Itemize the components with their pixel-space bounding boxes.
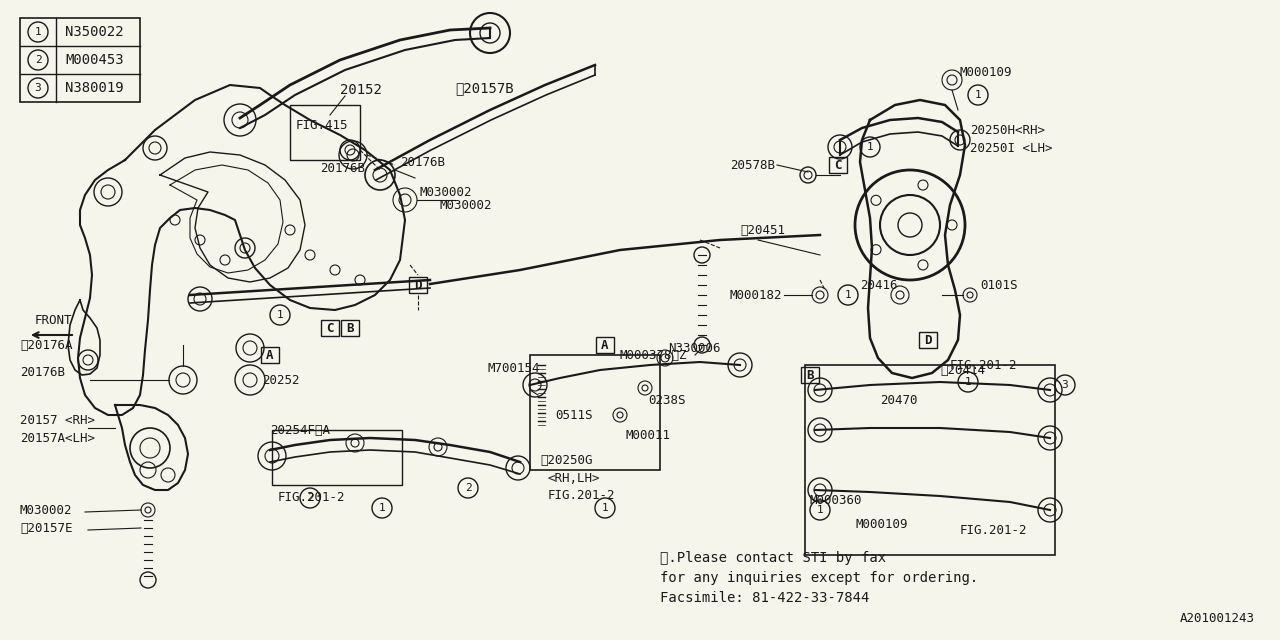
Text: 20252: 20252 xyxy=(262,374,300,387)
Text: 1: 1 xyxy=(965,377,972,387)
Text: 20152: 20152 xyxy=(340,83,381,97)
Text: ※.Please contact STI by fax: ※.Please contact STI by fax xyxy=(660,551,886,565)
Text: FIG.415: FIG.415 xyxy=(296,118,348,131)
Bar xyxy=(801,367,819,383)
Text: 3: 3 xyxy=(1061,380,1069,390)
Bar xyxy=(273,430,402,485)
Bar xyxy=(291,105,360,160)
Text: A: A xyxy=(602,339,609,351)
Text: FIG.201-2: FIG.201-2 xyxy=(960,524,1028,536)
Bar xyxy=(829,157,847,173)
Bar xyxy=(340,320,358,336)
Text: 0101S: 0101S xyxy=(980,278,1018,291)
Text: 20578B: 20578B xyxy=(730,159,774,172)
Text: A201001243: A201001243 xyxy=(1180,611,1254,625)
Text: for any inquiries except for ordering.: for any inquiries except for ordering. xyxy=(660,571,978,585)
Text: 1: 1 xyxy=(974,90,982,100)
Text: M00011: M00011 xyxy=(625,429,669,442)
Text: 20176B: 20176B xyxy=(399,156,445,168)
Text: 20157A<LH>: 20157A<LH> xyxy=(20,431,95,445)
Text: C: C xyxy=(835,159,842,172)
Bar xyxy=(20,18,140,102)
Text: B: B xyxy=(347,321,353,335)
Text: M000453: M000453 xyxy=(65,53,124,67)
Text: N350022: N350022 xyxy=(65,25,124,39)
Text: FIG.201-2: FIG.201-2 xyxy=(278,490,346,504)
Text: 20157 <RH>: 20157 <RH> xyxy=(20,413,95,426)
Text: 20250I <LH>: 20250I <LH> xyxy=(970,141,1052,154)
Text: 20176B: 20176B xyxy=(20,365,65,378)
Text: M030002: M030002 xyxy=(420,186,472,198)
Text: C: C xyxy=(326,321,334,335)
Text: ※20157B: ※20157B xyxy=(454,81,513,95)
Text: ※20414: ※20414 xyxy=(940,364,986,376)
Text: FIG.201-2: FIG.201-2 xyxy=(950,358,1018,371)
Text: ※20250G: ※20250G xyxy=(540,454,593,467)
Text: ※20451: ※20451 xyxy=(740,223,785,237)
Text: M000182: M000182 xyxy=(730,289,782,301)
Text: D: D xyxy=(924,333,932,346)
Text: 1: 1 xyxy=(379,503,385,513)
Text: M030002: M030002 xyxy=(440,198,493,211)
Text: 1: 1 xyxy=(867,142,873,152)
Text: 20250H<RH>: 20250H<RH> xyxy=(970,124,1044,136)
Text: 0238S: 0238S xyxy=(648,394,686,406)
Text: 3: 3 xyxy=(35,83,41,93)
Text: M000109: M000109 xyxy=(960,65,1012,79)
Bar xyxy=(261,347,279,363)
Text: 1: 1 xyxy=(845,290,851,300)
Text: 20470: 20470 xyxy=(881,394,918,406)
Bar xyxy=(596,337,614,353)
Text: M000378※Z: M000378※Z xyxy=(620,349,687,362)
Text: ※20176A: ※20176A xyxy=(20,339,73,351)
Text: B: B xyxy=(806,369,814,381)
Text: FIG.201-2: FIG.201-2 xyxy=(548,488,616,502)
Bar xyxy=(530,355,660,470)
Text: 20176B: 20176B xyxy=(320,161,365,175)
Text: N330006: N330006 xyxy=(668,342,721,355)
Text: 2: 2 xyxy=(307,493,314,503)
Text: 1: 1 xyxy=(602,503,608,513)
Text: D: D xyxy=(415,278,421,291)
Text: A: A xyxy=(266,349,274,362)
Text: Facsimile: 81-422-33-7844: Facsimile: 81-422-33-7844 xyxy=(660,591,869,605)
Text: 0511S: 0511S xyxy=(556,408,593,422)
Text: 1: 1 xyxy=(817,505,823,515)
Text: M000360: M000360 xyxy=(810,493,863,506)
Text: 2: 2 xyxy=(465,483,471,493)
Text: <RH,LH>: <RH,LH> xyxy=(548,472,600,484)
Text: 20254F※A: 20254F※A xyxy=(270,424,330,436)
Text: ※20157E: ※20157E xyxy=(20,522,73,534)
Text: 2: 2 xyxy=(35,55,41,65)
Text: FRONT: FRONT xyxy=(35,314,73,326)
Text: 1: 1 xyxy=(276,310,283,320)
Bar xyxy=(321,320,339,336)
Bar xyxy=(805,365,1055,555)
Text: N380019: N380019 xyxy=(65,81,124,95)
Text: M030002: M030002 xyxy=(20,504,73,516)
Text: 20416: 20416 xyxy=(860,278,897,291)
Bar xyxy=(919,332,937,348)
Text: 1: 1 xyxy=(35,27,41,37)
Text: M000109: M000109 xyxy=(855,518,908,531)
Bar xyxy=(410,277,428,293)
Text: M700154: M700154 xyxy=(488,362,540,374)
